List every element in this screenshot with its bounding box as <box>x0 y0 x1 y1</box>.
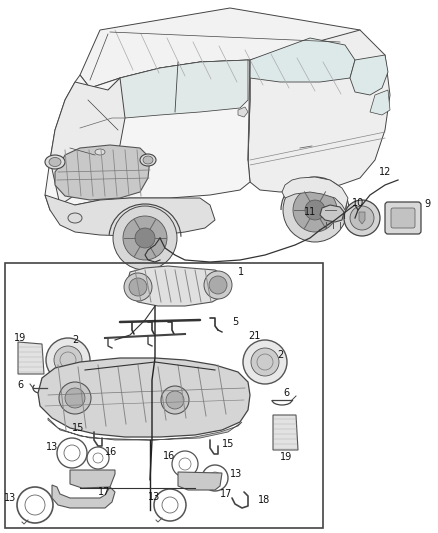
Text: 15: 15 <box>222 439 234 449</box>
Circle shape <box>135 228 155 248</box>
Polygon shape <box>52 485 115 508</box>
Text: 16: 16 <box>163 451 175 461</box>
Text: 16: 16 <box>105 447 117 457</box>
Polygon shape <box>370 90 390 115</box>
Ellipse shape <box>143 156 153 164</box>
Circle shape <box>166 391 184 409</box>
Bar <box>5 263 323 528</box>
Circle shape <box>113 206 177 270</box>
Ellipse shape <box>95 149 105 155</box>
Text: 13: 13 <box>4 493 16 503</box>
Polygon shape <box>248 30 390 192</box>
Text: 19: 19 <box>280 452 292 462</box>
Circle shape <box>350 206 374 230</box>
Text: 19: 19 <box>14 333 26 343</box>
Circle shape <box>283 178 347 242</box>
Polygon shape <box>282 177 348 210</box>
Polygon shape <box>45 195 215 236</box>
Circle shape <box>293 188 337 232</box>
FancyBboxPatch shape <box>391 208 415 228</box>
Polygon shape <box>250 38 355 82</box>
Text: 2: 2 <box>72 335 78 345</box>
Polygon shape <box>55 145 150 200</box>
Circle shape <box>161 386 189 414</box>
Polygon shape <box>80 8 370 88</box>
Polygon shape <box>48 418 242 440</box>
Circle shape <box>243 340 287 384</box>
Text: 10: 10 <box>352 198 364 208</box>
Circle shape <box>204 271 232 299</box>
Circle shape <box>124 273 152 301</box>
Text: 6: 6 <box>283 388 289 398</box>
Text: 12: 12 <box>379 167 391 177</box>
Circle shape <box>46 338 90 382</box>
Polygon shape <box>238 107 248 117</box>
Text: 5: 5 <box>232 317 238 327</box>
Circle shape <box>54 346 82 374</box>
Circle shape <box>65 388 85 408</box>
Circle shape <box>59 382 91 414</box>
Text: 13: 13 <box>148 492 160 502</box>
Polygon shape <box>45 60 250 215</box>
Polygon shape <box>50 78 125 205</box>
Polygon shape <box>70 470 115 488</box>
Text: 13: 13 <box>230 469 242 479</box>
Text: 18: 18 <box>258 495 270 505</box>
Circle shape <box>344 200 380 236</box>
Ellipse shape <box>68 213 82 223</box>
Text: 17: 17 <box>220 489 233 499</box>
Circle shape <box>123 216 167 260</box>
Ellipse shape <box>49 157 61 166</box>
Text: 21: 21 <box>248 331 260 341</box>
Circle shape <box>305 200 325 220</box>
Circle shape <box>129 278 147 296</box>
Text: 11: 11 <box>304 207 316 217</box>
Text: 6: 6 <box>18 380 24 390</box>
Text: 13: 13 <box>46 442 58 452</box>
Polygon shape <box>359 212 365 224</box>
Polygon shape <box>273 415 298 450</box>
Text: 15: 15 <box>72 423 84 433</box>
Polygon shape <box>18 342 44 374</box>
Text: 1: 1 <box>238 267 244 277</box>
Polygon shape <box>127 266 228 306</box>
Circle shape <box>251 348 279 376</box>
Ellipse shape <box>140 154 156 166</box>
Text: 2: 2 <box>277 350 283 360</box>
Text: 17: 17 <box>98 487 110 497</box>
Polygon shape <box>320 205 344 222</box>
Polygon shape <box>108 60 248 118</box>
FancyBboxPatch shape <box>385 202 421 234</box>
Text: 9: 9 <box>424 199 430 209</box>
Polygon shape <box>350 55 388 95</box>
Polygon shape <box>38 358 250 437</box>
Polygon shape <box>178 472 222 490</box>
Circle shape <box>209 276 227 294</box>
Ellipse shape <box>45 155 65 169</box>
